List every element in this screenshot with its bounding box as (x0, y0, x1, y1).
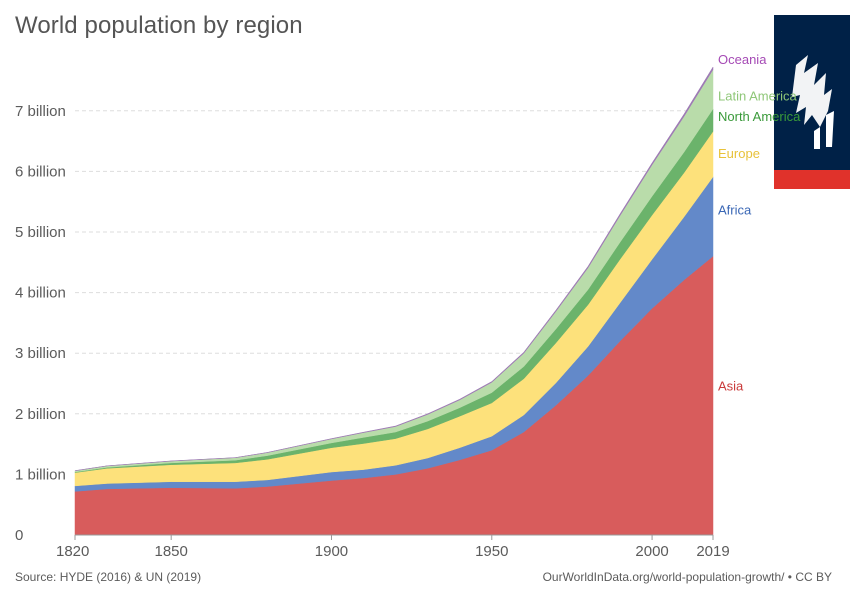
series-label-latin-america: Latin America (718, 89, 798, 104)
logo-red-band (774, 170, 850, 189)
y-axis-ticks: 0 1 billion 2 billion 3 billion 4 billion 5 b… (15, 103, 66, 544)
source-note: Source: HYDE (2016) & UN (2019) (15, 570, 202, 584)
series-labels: Oceania Latin America North America Europe A… (718, 52, 801, 394)
y-tick-label: 5 billion (15, 224, 66, 241)
series-label-europe: Europe (718, 146, 760, 161)
x-tick-label: 2019 (696, 543, 729, 560)
y-tick-label: 7 billion (15, 103, 66, 120)
series-label-oceania: Oceania (718, 52, 767, 67)
y-tick-label: 6 billion (15, 163, 66, 180)
y-tick-label: 0 (15, 527, 23, 544)
series-label-asia: Asia (718, 379, 744, 394)
x-tick-label: 1900 (315, 543, 348, 560)
series-label-africa: Africa (718, 202, 752, 217)
y-tick-label: 4 billion (15, 285, 66, 302)
x-axis-ticks: 1820 1850 1900 1950 2000 2019 (56, 534, 730, 560)
area-oceania[interactable] (74, 66, 714, 472)
chart-title: World population by region (15, 12, 303, 39)
x-tick-label: 1850 (154, 543, 187, 560)
y-tick-label: 1 billion (15, 466, 66, 483)
logo-figure-icon (792, 55, 834, 149)
x-tick-label: 1820 (56, 543, 89, 560)
series-label-north-america: North America (718, 109, 801, 124)
y-tick-label: 3 billion (15, 345, 66, 362)
x-tick-label: 1950 (475, 543, 508, 560)
owid-logo[interactable] (774, 15, 850, 189)
source-url[interactable]: OurWorldInData.org/world-population-grow… (542, 570, 832, 584)
y-tick-label: 2 billion (15, 406, 66, 423)
stacked-areas (74, 66, 714, 536)
x-tick-label: 2000 (635, 543, 668, 560)
